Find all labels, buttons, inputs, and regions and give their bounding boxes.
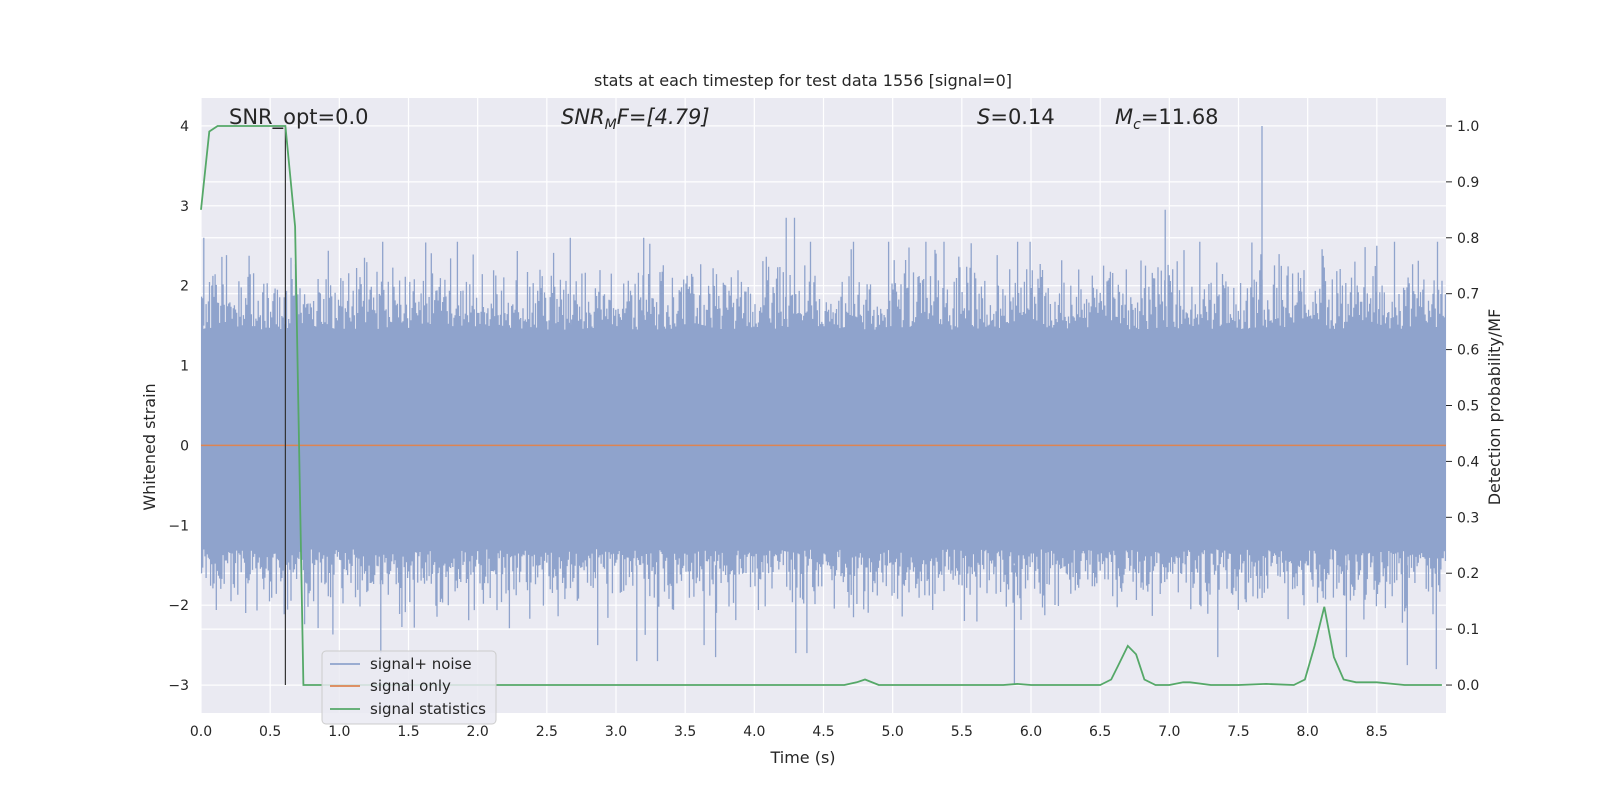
x-tick-label: 7.5 (1227, 724, 1249, 740)
x-tick-label: 6.5 (1089, 724, 1111, 740)
y-right-tick-label: 0.6 (1457, 343, 1479, 359)
y-axis-label: Whitened strain (140, 383, 159, 510)
y-right-tick-label: 0.3 (1457, 510, 1479, 526)
y-right-tick-label: 0.5 (1457, 399, 1479, 415)
y-right-tick-label: 0.8 (1457, 231, 1479, 247)
y-tick-label: 3 (180, 199, 189, 215)
x-tick-labels: 0.0 0.5 1.0 1.5 2.0 2.5 3.0 3.5 4.0 4.5 5.0 5.5 6.0 6… (190, 724, 1388, 740)
x-tick-label: 8.5 (1366, 724, 1388, 740)
mc-value: =11.68 (1141, 105, 1219, 129)
snr-mf-base: SNR (561, 105, 605, 129)
y-tick-label: 2 (180, 279, 189, 295)
y-right-axis-label: Detection probability/MF (1485, 309, 1504, 506)
mc-label: M (1115, 105, 1133, 129)
noise-trace (200, 126, 1447, 685)
x-tick-label: 6.0 (1020, 724, 1042, 740)
snr-mf-rest: F=[4.79] (617, 105, 710, 129)
s-value: =0.14 (990, 105, 1054, 129)
x-tick-label: 7.0 (1158, 724, 1180, 740)
annotation-snr-opt: SNR_opt=0.0 (229, 105, 369, 130)
chart-title: stats at each timestep for test data 155… (594, 71, 1012, 90)
x-tick-label: 3.5 (674, 724, 696, 740)
legend-box (321, 650, 497, 725)
snr-mf-sub: M (605, 117, 617, 133)
s-label: S (977, 105, 990, 129)
y-tick-label: 0 (180, 438, 189, 454)
legend: signal+ noise signal only signal statist… (321, 650, 497, 725)
x-tick-label: 4.5 (812, 724, 834, 740)
y-right-tick-label: 0.0 (1457, 678, 1479, 694)
x-tick-label: 4.0 (743, 724, 765, 740)
x-axis-label: Time (s) (769, 748, 835, 767)
mc-sub: c (1133, 117, 1141, 133)
y-tick-label: 1 (180, 359, 189, 375)
y-tick-label: −2 (168, 598, 189, 614)
y-right-tick-label: 0.7 (1457, 287, 1479, 303)
annotation-snr-mf: SNRMF=[4.79] (561, 105, 710, 133)
y-tick-label: −3 (168, 678, 189, 694)
signal-statistics-series (200, 125, 1442, 686)
legend-label-stats: signal statistics (370, 700, 486, 718)
y-right-tick-labels: 1.0 0.9 0.8 0.7 0.6 0.5 0.4 0.3 0.2 0.1 0.0 (1446, 119, 1479, 694)
x-tick-label: 2.5 (536, 724, 558, 740)
y-tick-label: −1 (168, 518, 189, 534)
x-tick-label: 5.0 (882, 724, 904, 740)
y-right-tick-label: 1.0 (1457, 119, 1479, 135)
annotation-mc: Mc=11.68 (1115, 105, 1219, 133)
x-tick-label: 3.0 (605, 724, 627, 740)
annotation-s: S=0.14 (977, 105, 1055, 129)
x-tick-label: 8.0 (1297, 724, 1319, 740)
legend-label-noise: signal+ noise (370, 655, 472, 673)
y-tick-label: 4 (180, 119, 189, 135)
x-tick-label: 5.5 (951, 724, 973, 740)
legend-label-signal: signal only (370, 677, 451, 695)
x-tick-label: 1.0 (328, 724, 350, 740)
x-tick-label: 0.0 (190, 724, 212, 740)
y-right-tick-label: 0.4 (1457, 454, 1479, 470)
y-right-tick-label: 0.9 (1457, 175, 1479, 191)
x-tick-label: 2.0 (467, 724, 489, 740)
x-tick-label: 0.5 (259, 724, 281, 740)
x-tick-label: 1.5 (397, 724, 419, 740)
y-right-tick-label: 0.1 (1457, 622, 1479, 638)
y-tick-labels: 4 3 2 1 0 −1 −2 −3 (168, 119, 189, 694)
y-right-tick-label: 0.2 (1457, 566, 1479, 582)
